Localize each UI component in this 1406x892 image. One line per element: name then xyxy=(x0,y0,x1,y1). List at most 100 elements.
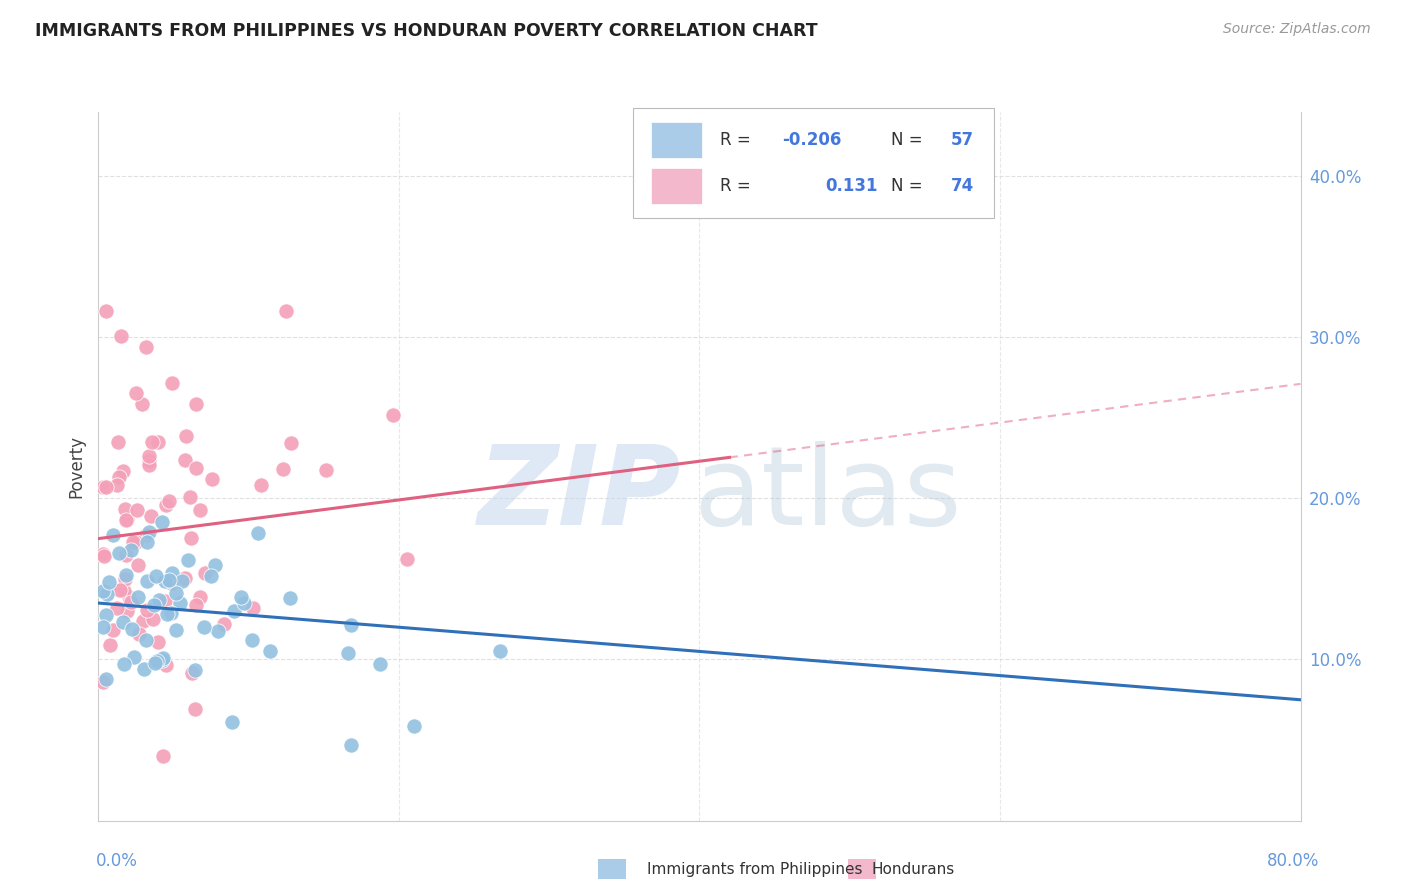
Point xyxy=(155,498,177,512)
Point xyxy=(115,513,138,527)
Point xyxy=(155,658,177,673)
Point xyxy=(111,615,134,629)
Point xyxy=(188,590,211,604)
Text: R =: R = xyxy=(720,131,756,149)
Point xyxy=(108,583,131,598)
Point xyxy=(96,304,118,318)
Point xyxy=(142,612,165,626)
Text: Immigrants from Philippines: Immigrants from Philippines xyxy=(647,863,862,877)
Point xyxy=(138,524,160,539)
Point xyxy=(184,664,207,678)
Point xyxy=(146,635,169,649)
Point xyxy=(135,340,157,354)
Point xyxy=(134,662,156,676)
Point xyxy=(174,570,197,584)
FancyBboxPatch shape xyxy=(651,122,702,158)
Point xyxy=(112,583,135,598)
Point xyxy=(124,385,146,400)
Point xyxy=(136,574,159,589)
Point xyxy=(174,453,197,467)
Point xyxy=(138,454,160,468)
Point xyxy=(153,594,176,608)
Text: IMMIGRANTS FROM PHILIPPINES VS HONDURAN POVERTY CORRELATION CHART: IMMIGRANTS FROM PHILIPPINES VS HONDURAN … xyxy=(35,22,818,40)
Point xyxy=(115,604,138,618)
Point xyxy=(368,657,391,672)
Point xyxy=(165,624,187,638)
Point xyxy=(160,566,183,580)
Point xyxy=(180,665,202,680)
Point xyxy=(143,598,166,612)
Point xyxy=(207,624,229,638)
Point xyxy=(233,596,256,610)
Point xyxy=(115,567,138,582)
Point xyxy=(259,644,281,658)
Point xyxy=(150,653,173,667)
Point xyxy=(336,646,359,660)
Point xyxy=(91,480,114,494)
Point xyxy=(127,558,149,572)
Point xyxy=(222,604,245,618)
Point xyxy=(157,493,180,508)
Point xyxy=(339,738,361,752)
Point xyxy=(93,549,115,563)
Point xyxy=(121,622,143,636)
Point xyxy=(91,619,114,633)
Point xyxy=(97,575,120,590)
Point xyxy=(200,569,222,583)
Point xyxy=(101,623,124,637)
Point xyxy=(125,503,148,517)
Point xyxy=(107,601,129,615)
Point xyxy=(148,593,170,607)
Point xyxy=(131,397,153,411)
Point xyxy=(278,591,301,605)
Point xyxy=(381,409,404,423)
Point xyxy=(246,525,269,540)
Point xyxy=(152,749,174,764)
Point xyxy=(120,595,142,609)
Text: Source: ZipAtlas.com: Source: ZipAtlas.com xyxy=(1223,22,1371,37)
Point xyxy=(180,531,202,545)
Text: atlas: atlas xyxy=(693,441,962,548)
Point xyxy=(204,558,226,573)
Text: N =: N = xyxy=(890,177,928,195)
Point xyxy=(138,449,160,463)
Point xyxy=(165,586,187,600)
Point xyxy=(124,535,146,549)
Text: 74: 74 xyxy=(950,177,974,195)
FancyBboxPatch shape xyxy=(651,169,702,203)
Point xyxy=(250,478,273,492)
Point xyxy=(184,598,207,612)
Point xyxy=(135,528,157,542)
Point xyxy=(136,535,159,549)
Text: 0.0%: 0.0% xyxy=(96,852,138,870)
Point xyxy=(174,428,197,442)
Point xyxy=(194,566,217,580)
Point xyxy=(122,649,145,664)
Point xyxy=(91,674,114,689)
Point xyxy=(242,633,264,648)
Point xyxy=(96,587,118,601)
Y-axis label: Poverty: Poverty xyxy=(67,434,86,498)
Point xyxy=(128,627,150,641)
Point xyxy=(212,617,235,632)
Text: 57: 57 xyxy=(950,131,974,149)
Point xyxy=(184,702,207,716)
Point xyxy=(118,590,141,604)
Point xyxy=(112,464,135,478)
Point xyxy=(103,528,125,542)
Point xyxy=(94,480,117,494)
Point xyxy=(271,462,294,476)
Point xyxy=(280,435,302,450)
Text: 80.0%: 80.0% xyxy=(1267,852,1319,870)
Point xyxy=(114,572,136,586)
Text: R =: R = xyxy=(720,177,756,195)
Point xyxy=(201,472,224,486)
Point xyxy=(108,469,131,483)
Point xyxy=(184,397,207,411)
Point xyxy=(120,543,142,558)
Point xyxy=(162,376,184,391)
Point xyxy=(193,620,215,634)
Text: -0.206: -0.206 xyxy=(782,131,842,149)
Point xyxy=(98,638,121,652)
Point xyxy=(157,574,180,588)
